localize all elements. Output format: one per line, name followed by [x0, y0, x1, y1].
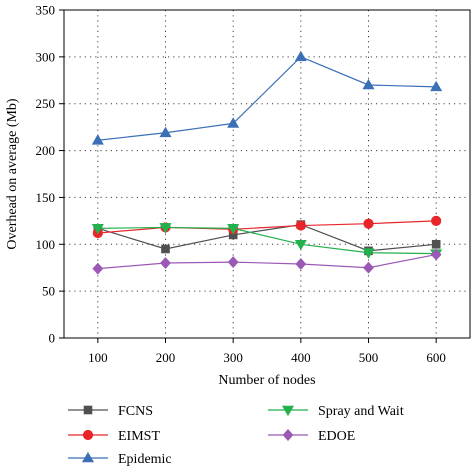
legend-marker	[82, 429, 94, 441]
data-point	[227, 224, 240, 235]
data-point	[431, 239, 441, 249]
data-point	[295, 220, 306, 231]
x-tick-label: 600	[426, 350, 446, 365]
data-point	[294, 239, 307, 251]
legend-item: Epidemic	[68, 451, 172, 466]
legend-label: Spray and Wait	[318, 404, 404, 419]
plot-frame	[63, 9, 471, 339]
series-fcns	[93, 220, 441, 256]
x-tick-label: 200	[156, 350, 176, 365]
legend-item: EIMST	[68, 429, 160, 444]
series-eimst	[92, 215, 442, 239]
series-spray-and-wait	[91, 223, 443, 260]
grid-lines	[64, 10, 470, 338]
series-edoe	[92, 248, 442, 275]
data-point	[91, 134, 104, 145]
legend-label: Epidemic	[118, 452, 172, 466]
series-line	[97, 254, 437, 270]
series-line	[97, 56, 437, 141]
x-tick-label: 100	[88, 350, 108, 365]
x-tick-label: 500	[359, 350, 379, 365]
legend-label: FCNS	[118, 404, 153, 419]
legend-marker	[81, 451, 95, 463]
data-point	[159, 223, 172, 234]
data-point	[92, 262, 104, 275]
data-point	[430, 248, 442, 261]
series-epidemic	[91, 50, 443, 145]
x-tick-label: 300	[223, 350, 243, 365]
legend-label: EIMST	[118, 429, 160, 444]
y-tick-label: 100	[36, 237, 56, 252]
data-point	[295, 258, 307, 270]
legend: FCNS EIMST Epidemic Spray and Wait EDOE	[68, 404, 404, 466]
data-point	[362, 248, 375, 259]
y-tick-label: 50	[42, 284, 55, 299]
data-point	[363, 261, 374, 274]
data-point	[161, 244, 170, 254]
series-line	[97, 226, 437, 255]
data-point	[431, 215, 442, 226]
data-point	[91, 224, 104, 235]
data-point	[363, 218, 374, 229]
legend-marker	[281, 405, 295, 417]
data-point	[159, 126, 172, 138]
y-axis-label: Overhead on average (Mb)	[5, 98, 20, 250]
legend-marker	[83, 405, 93, 415]
y-tick-label: 150	[36, 190, 56, 205]
x-axis-label: Number of nodes	[218, 373, 315, 388]
legend-item: FCNS	[68, 404, 153, 419]
y-tick-label: 350	[36, 3, 56, 18]
data-point	[227, 117, 240, 128]
y-tick-label: 200	[36, 143, 56, 158]
series-group	[91, 50, 443, 275]
data-point	[227, 256, 239, 269]
data-point	[362, 78, 375, 90]
y-tick-label: 250	[36, 96, 56, 111]
legend-item: Spray and Wait	[268, 404, 404, 419]
series-line	[97, 220, 437, 234]
x-tick-label: 400	[291, 350, 311, 365]
series-line	[97, 223, 437, 252]
data-point	[430, 80, 443, 92]
legend-label: EDOE	[318, 429, 355, 444]
axis-ticks: 100 200 300 400 500 600 0 50 100 150 200 250 300 350	[36, 3, 446, 366]
legend-marker	[282, 429, 294, 441]
data-point	[160, 257, 171, 269]
data-point	[294, 50, 307, 62]
y-tick-label: 0	[49, 331, 56, 346]
y-tick-label: 300	[36, 49, 56, 64]
legend-item: EDOE	[268, 429, 355, 444]
